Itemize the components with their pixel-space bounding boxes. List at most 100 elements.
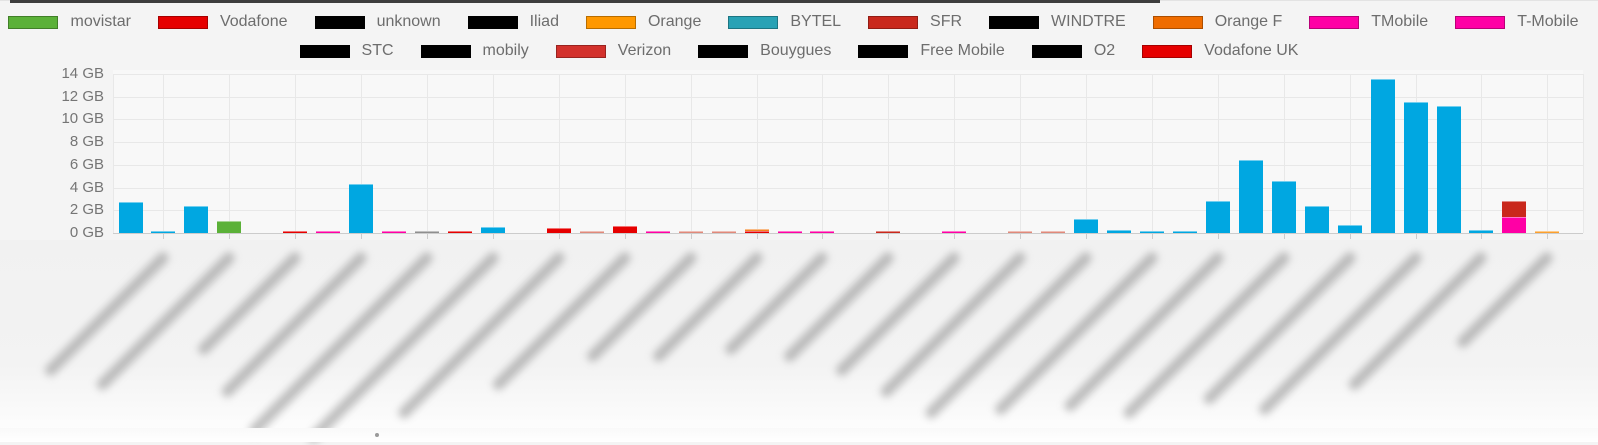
top-dark-strip: [10, 0, 1160, 3]
x-axis-tick: [624, 233, 626, 239]
bar-orange[interactable]: [1535, 231, 1560, 233]
legend-item-label: TMobile: [1371, 13, 1429, 30]
bar-at-t[interactable]: [1107, 229, 1131, 233]
x-axis-tick: [1151, 233, 1153, 239]
v-gridline: [624, 74, 626, 233]
legend-item-windtre[interactable]: WINDTRE: [989, 13, 1126, 31]
plot-background: [113, 70, 1583, 233]
x-axis-tick: [1547, 233, 1549, 239]
bar-t-mobile[interactable]: [382, 230, 407, 233]
x-axis-label-blurred: [834, 250, 963, 378]
bar-at-t[interactable]: [1436, 105, 1461, 233]
v-gridline: [1151, 74, 1153, 233]
v-gridline: [229, 74, 231, 233]
x-axis-tick: [756, 233, 758, 239]
bar-sfr[interactable]: [1502, 200, 1527, 217]
bar-orange-f[interactable]: [744, 229, 769, 231]
x-axis-label-blurred: [782, 250, 897, 364]
legend-item-unknown[interactable]: unknown: [314, 13, 441, 31]
bar-at-t[interactable]: [480, 227, 505, 233]
bar-at-t[interactable]: [118, 202, 143, 233]
legend-item-bytel[interactable]: BYTEL: [728, 13, 841, 31]
bar-at-t[interactable]: [1238, 160, 1263, 233]
x-axis-label-blurred: [43, 250, 172, 378]
bar-at-t[interactable]: [1304, 206, 1329, 233]
bar-at-t[interactable]: [349, 184, 374, 233]
legend-item-label: Orange F: [1214, 13, 1283, 30]
bar-t-mobile[interactable]: [645, 231, 670, 233]
legend-item-sfr[interactable]: SFR: [868, 13, 962, 31]
bar-at-t[interactable]: [1370, 78, 1395, 233]
legend-item-stc[interactable]: STC: [299, 42, 394, 60]
legend-swatch: [989, 15, 1040, 29]
legend-item-bouygues[interactable]: Bouygues: [698, 42, 831, 60]
bar-vodafone[interactable]: [546, 227, 571, 233]
y-axis-tick-label: 6 GB: [69, 155, 104, 173]
legend-swatch: [299, 44, 350, 58]
legend-item-movistar[interactable]: movistar: [8, 13, 131, 31]
bar-t-mobile[interactable]: [810, 231, 835, 233]
legend-item-t-mobile[interactable]: T-Mobile: [1455, 13, 1579, 31]
legend-item-label: Bouygues: [760, 42, 832, 59]
legend-item-orange[interactable]: Orange: [585, 13, 702, 31]
legend-item-o2[interactable]: O2: [1031, 42, 1115, 60]
legend-item-label: Orange: [647, 13, 702, 30]
bar-vodafone[interactable]: [744, 231, 769, 233]
bar-at-t[interactable]: [1205, 201, 1230, 233]
legend-item-vodafone[interactable]: Vodafone: [157, 13, 288, 31]
legend-item-verizon[interactable]: Verizon: [555, 42, 672, 60]
bar-at-t[interactable]: [1271, 180, 1296, 233]
legend-swatch: [8, 15, 59, 29]
v-gridline: [1547, 74, 1549, 233]
legend-item-label: unknown: [376, 13, 441, 30]
plot-right-edge-line: [1583, 74, 1584, 233]
x-axis-tick: [954, 233, 956, 239]
bar-verizon[interactable]: [1041, 231, 1066, 233]
bar-vodafone[interactable]: [283, 231, 308, 233]
bar-at-t[interactable]: [1074, 219, 1099, 233]
legend-item-free-mobile[interactable]: Free Mobile: [858, 42, 1005, 60]
bar-at-t[interactable]: [1172, 231, 1197, 233]
bar-vodafone[interactable]: [612, 225, 637, 233]
h-gridline: [113, 187, 1583, 189]
legend-item-vodafone-uk[interactable]: Vodafone UK: [1142, 42, 1298, 60]
bar-t-mobile[interactable]: [316, 231, 341, 233]
bar-verizon[interactable]: [1008, 231, 1033, 233]
v-gridline: [1217, 74, 1219, 233]
x-axis-tick: [229, 233, 231, 239]
legend-item-iliad[interactable]: Iliad: [467, 13, 559, 31]
bar-t-mobile[interactable]: [942, 231, 967, 233]
bar-verizon[interactable]: [678, 231, 703, 233]
bar-unknown[interactable]: [415, 231, 440, 233]
bar-verizon[interactable]: [579, 231, 604, 233]
h-gridline: [113, 119, 1583, 121]
legend-swatch: [1152, 15, 1203, 29]
footer-dot: [375, 433, 379, 437]
bar-at-t[interactable]: [184, 205, 209, 233]
bar-at-t[interactable]: [151, 231, 176, 233]
bar-t-mobile[interactable]: [1502, 216, 1527, 233]
legend-swatch: [1142, 44, 1193, 58]
bar-at-t[interactable]: [1337, 225, 1362, 233]
legend-item-label: Verizon: [617, 42, 672, 59]
bar-at-t[interactable]: [1139, 231, 1164, 233]
bar-at-t[interactable]: [1469, 230, 1494, 233]
bar-t-mobile[interactable]: [777, 231, 802, 233]
legend-item-label: Vodafone UK: [1204, 42, 1299, 59]
legend-item-tmobile[interactable]: TMobile: [1309, 13, 1428, 31]
x-axis-tick: [822, 233, 824, 239]
x-axis-tick: [492, 233, 494, 239]
legend-item-label: Free Mobile: [920, 42, 1005, 59]
v-gridline: [1020, 74, 1022, 233]
bar-movistar[interactable]: [217, 220, 242, 233]
x-axis-tick: [1283, 233, 1285, 239]
bar-at-t[interactable]: [1403, 102, 1428, 233]
legend-item-mobily[interactable]: mobily: [420, 42, 529, 60]
bar-sfr[interactable]: [876, 231, 901, 233]
y-axis-tick-label: 0 GB: [69, 224, 104, 241]
legend-swatch: [868, 15, 919, 29]
legend-item-orange-f[interactable]: Orange F: [1152, 13, 1283, 31]
bar-vodafone[interactable]: [448, 231, 472, 233]
bar-verizon[interactable]: [711, 231, 736, 233]
v-gridline: [1086, 74, 1088, 233]
